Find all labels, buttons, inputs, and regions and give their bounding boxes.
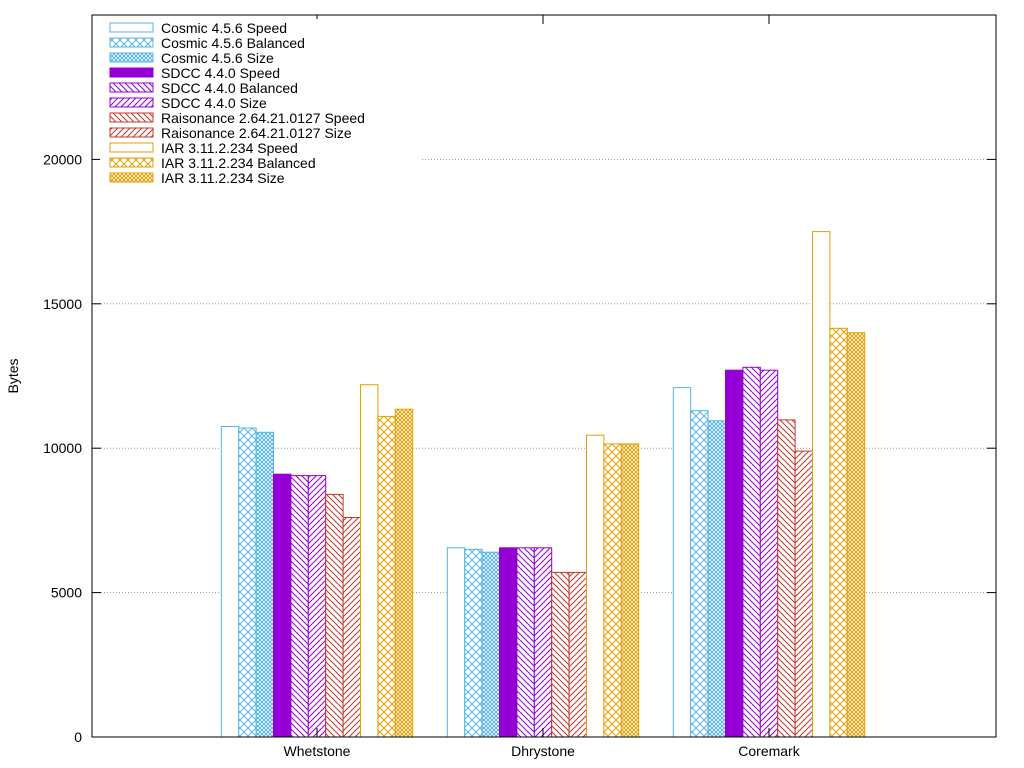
bar xyxy=(777,419,796,738)
legend-swatch xyxy=(109,97,154,108)
bar xyxy=(238,427,257,738)
y-tick-label: 10000 xyxy=(43,440,82,456)
y-tick-label: 5000 xyxy=(51,585,82,601)
legend-swatch xyxy=(109,142,154,153)
y-tick-label: 20000 xyxy=(43,151,82,167)
legend-label: SDCC 4.4.0 Speed xyxy=(161,65,280,81)
bar xyxy=(377,415,396,738)
x-tick-label: Dhrystone xyxy=(511,743,575,759)
legend-swatch xyxy=(109,112,154,123)
legend-swatch xyxy=(109,157,154,168)
bar xyxy=(273,473,292,738)
y-tick-label: 15000 xyxy=(43,296,82,312)
bar xyxy=(551,571,570,738)
bar xyxy=(603,443,622,738)
bar xyxy=(794,450,813,738)
bar xyxy=(620,443,640,738)
legend-swatch xyxy=(109,67,154,78)
bar xyxy=(759,369,779,738)
legend-label: Raisonance 2.64.21.0127 Size xyxy=(161,125,352,141)
x-tick-label: Coremark xyxy=(738,743,800,759)
bars xyxy=(220,231,866,738)
bar xyxy=(220,426,240,738)
bar xyxy=(586,434,605,738)
bar xyxy=(829,327,848,738)
bar xyxy=(290,475,309,738)
legend-label: IAR 3.11.2.234 Balanced xyxy=(161,155,316,171)
bar xyxy=(846,332,866,738)
legend-label: SDCC 4.4.0 Balanced xyxy=(161,80,298,96)
bar xyxy=(255,431,275,738)
bar xyxy=(568,571,587,738)
legend-swatch xyxy=(109,37,154,48)
bar xyxy=(499,547,518,738)
legend-label: IAR 3.11.2.234 Size xyxy=(161,170,285,186)
bar xyxy=(360,384,379,738)
legend-swatch xyxy=(109,82,154,93)
legend-swatch xyxy=(109,127,154,138)
y-tick-label: 0 xyxy=(74,729,82,745)
bar xyxy=(325,493,344,738)
legend-swatch xyxy=(109,22,154,33)
legend-label: Cosmic 4.5.6 Size xyxy=(161,50,274,66)
bar xyxy=(707,420,726,738)
legend-label: Cosmic 4.5.6 Speed xyxy=(161,20,287,36)
bar xyxy=(725,369,744,738)
bar xyxy=(481,551,501,738)
bar xyxy=(742,366,761,738)
bar xyxy=(672,387,692,738)
legend-swatch xyxy=(109,52,154,63)
bar xyxy=(394,408,414,738)
bar xyxy=(307,475,327,738)
bar xyxy=(516,547,535,738)
bar xyxy=(690,410,709,738)
x-tick-label: Whetstone xyxy=(284,743,351,759)
plot-area-border xyxy=(91,14,997,738)
bar xyxy=(446,547,466,738)
bar xyxy=(342,517,362,738)
legend-swatch xyxy=(109,172,154,183)
bar xyxy=(533,547,553,738)
legend-label: Raisonance 2.64.21.0127 Speed xyxy=(161,110,365,126)
y-axis-title: Bytes xyxy=(5,358,21,393)
legend-label: Cosmic 4.5.6 Balanced xyxy=(161,35,305,51)
legend-label: IAR 3.11.2.234 Speed xyxy=(161,140,298,156)
legend-label: SDCC 4.4.0 Size xyxy=(161,95,267,111)
bar xyxy=(812,231,831,738)
bar xyxy=(464,548,483,738)
